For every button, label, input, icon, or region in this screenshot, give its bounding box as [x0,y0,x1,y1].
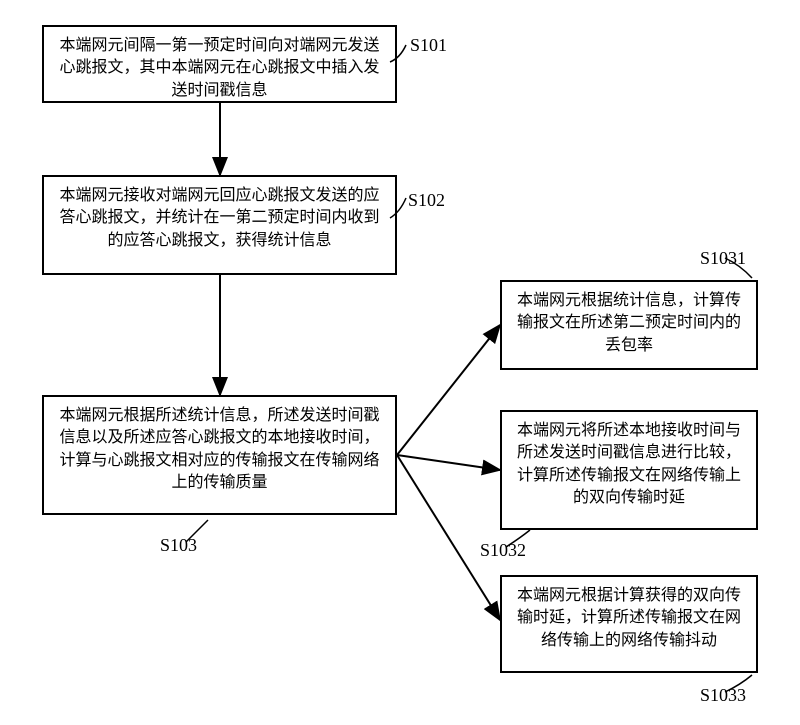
arrow [397,455,500,470]
step-s1031-box: 本端网元根据统计信息，计算传输报文在所述第二预定时间内的丢包率 [500,280,758,370]
step-s1031-text: 本端网元根据统计信息，计算传输报文在所述第二预定时间内的丢包率 [517,292,741,354]
label-s1032: S1032 [480,540,526,561]
arrow [397,455,500,620]
step-s103-box: 本端网元根据所述统计信息，所述发送时间戳信息以及所述应答心跳报文的本地接收时间，… [42,395,397,515]
step-s102-text: 本端网元接收对端网元回应心跳报文发送的应答心跳报文，并统计在一第二预定时间内收到… [59,187,379,249]
step-s1033-box: 本端网元根据计算获得的双向传输时延，计算所述传输报文在网络传输上的网络传输抖动 [500,575,758,673]
step-s101-box: 本端网元间隔一第一预定时间向对端网元发送心跳报文，其中本端网元在心跳报文中插入发… [42,25,397,103]
label-s1031: S1031 [700,248,746,269]
step-s1033-text: 本端网元根据计算获得的双向传输时延，计算所述传输报文在网络传输上的网络传输抖动 [517,587,741,649]
label-s1033: S1033 [700,685,746,706]
label-s103: S103 [160,535,197,556]
label-s102: S102 [408,190,445,211]
arrow [397,325,500,455]
step-s1032-box: 本端网元将所述本地接收时间与所述发送时间戳信息进行比较，计算所述传输报文在网络传… [500,410,758,530]
step-s1032-text: 本端网元将所述本地接收时间与所述发送时间戳信息进行比较，计算所述传输报文在网络传… [517,422,741,506]
step-s101-text: 本端网元间隔一第一预定时间向对端网元发送心跳报文，其中本端网元在心跳报文中插入发… [59,37,379,99]
label-s101: S101 [410,35,447,56]
step-s102-box: 本端网元接收对端网元回应心跳报文发送的应答心跳报文，并统计在一第二预定时间内收到… [42,175,397,275]
step-s103-text: 本端网元根据所述统计信息，所述发送时间戳信息以及所述应答心跳报文的本地接收时间，… [59,407,379,491]
